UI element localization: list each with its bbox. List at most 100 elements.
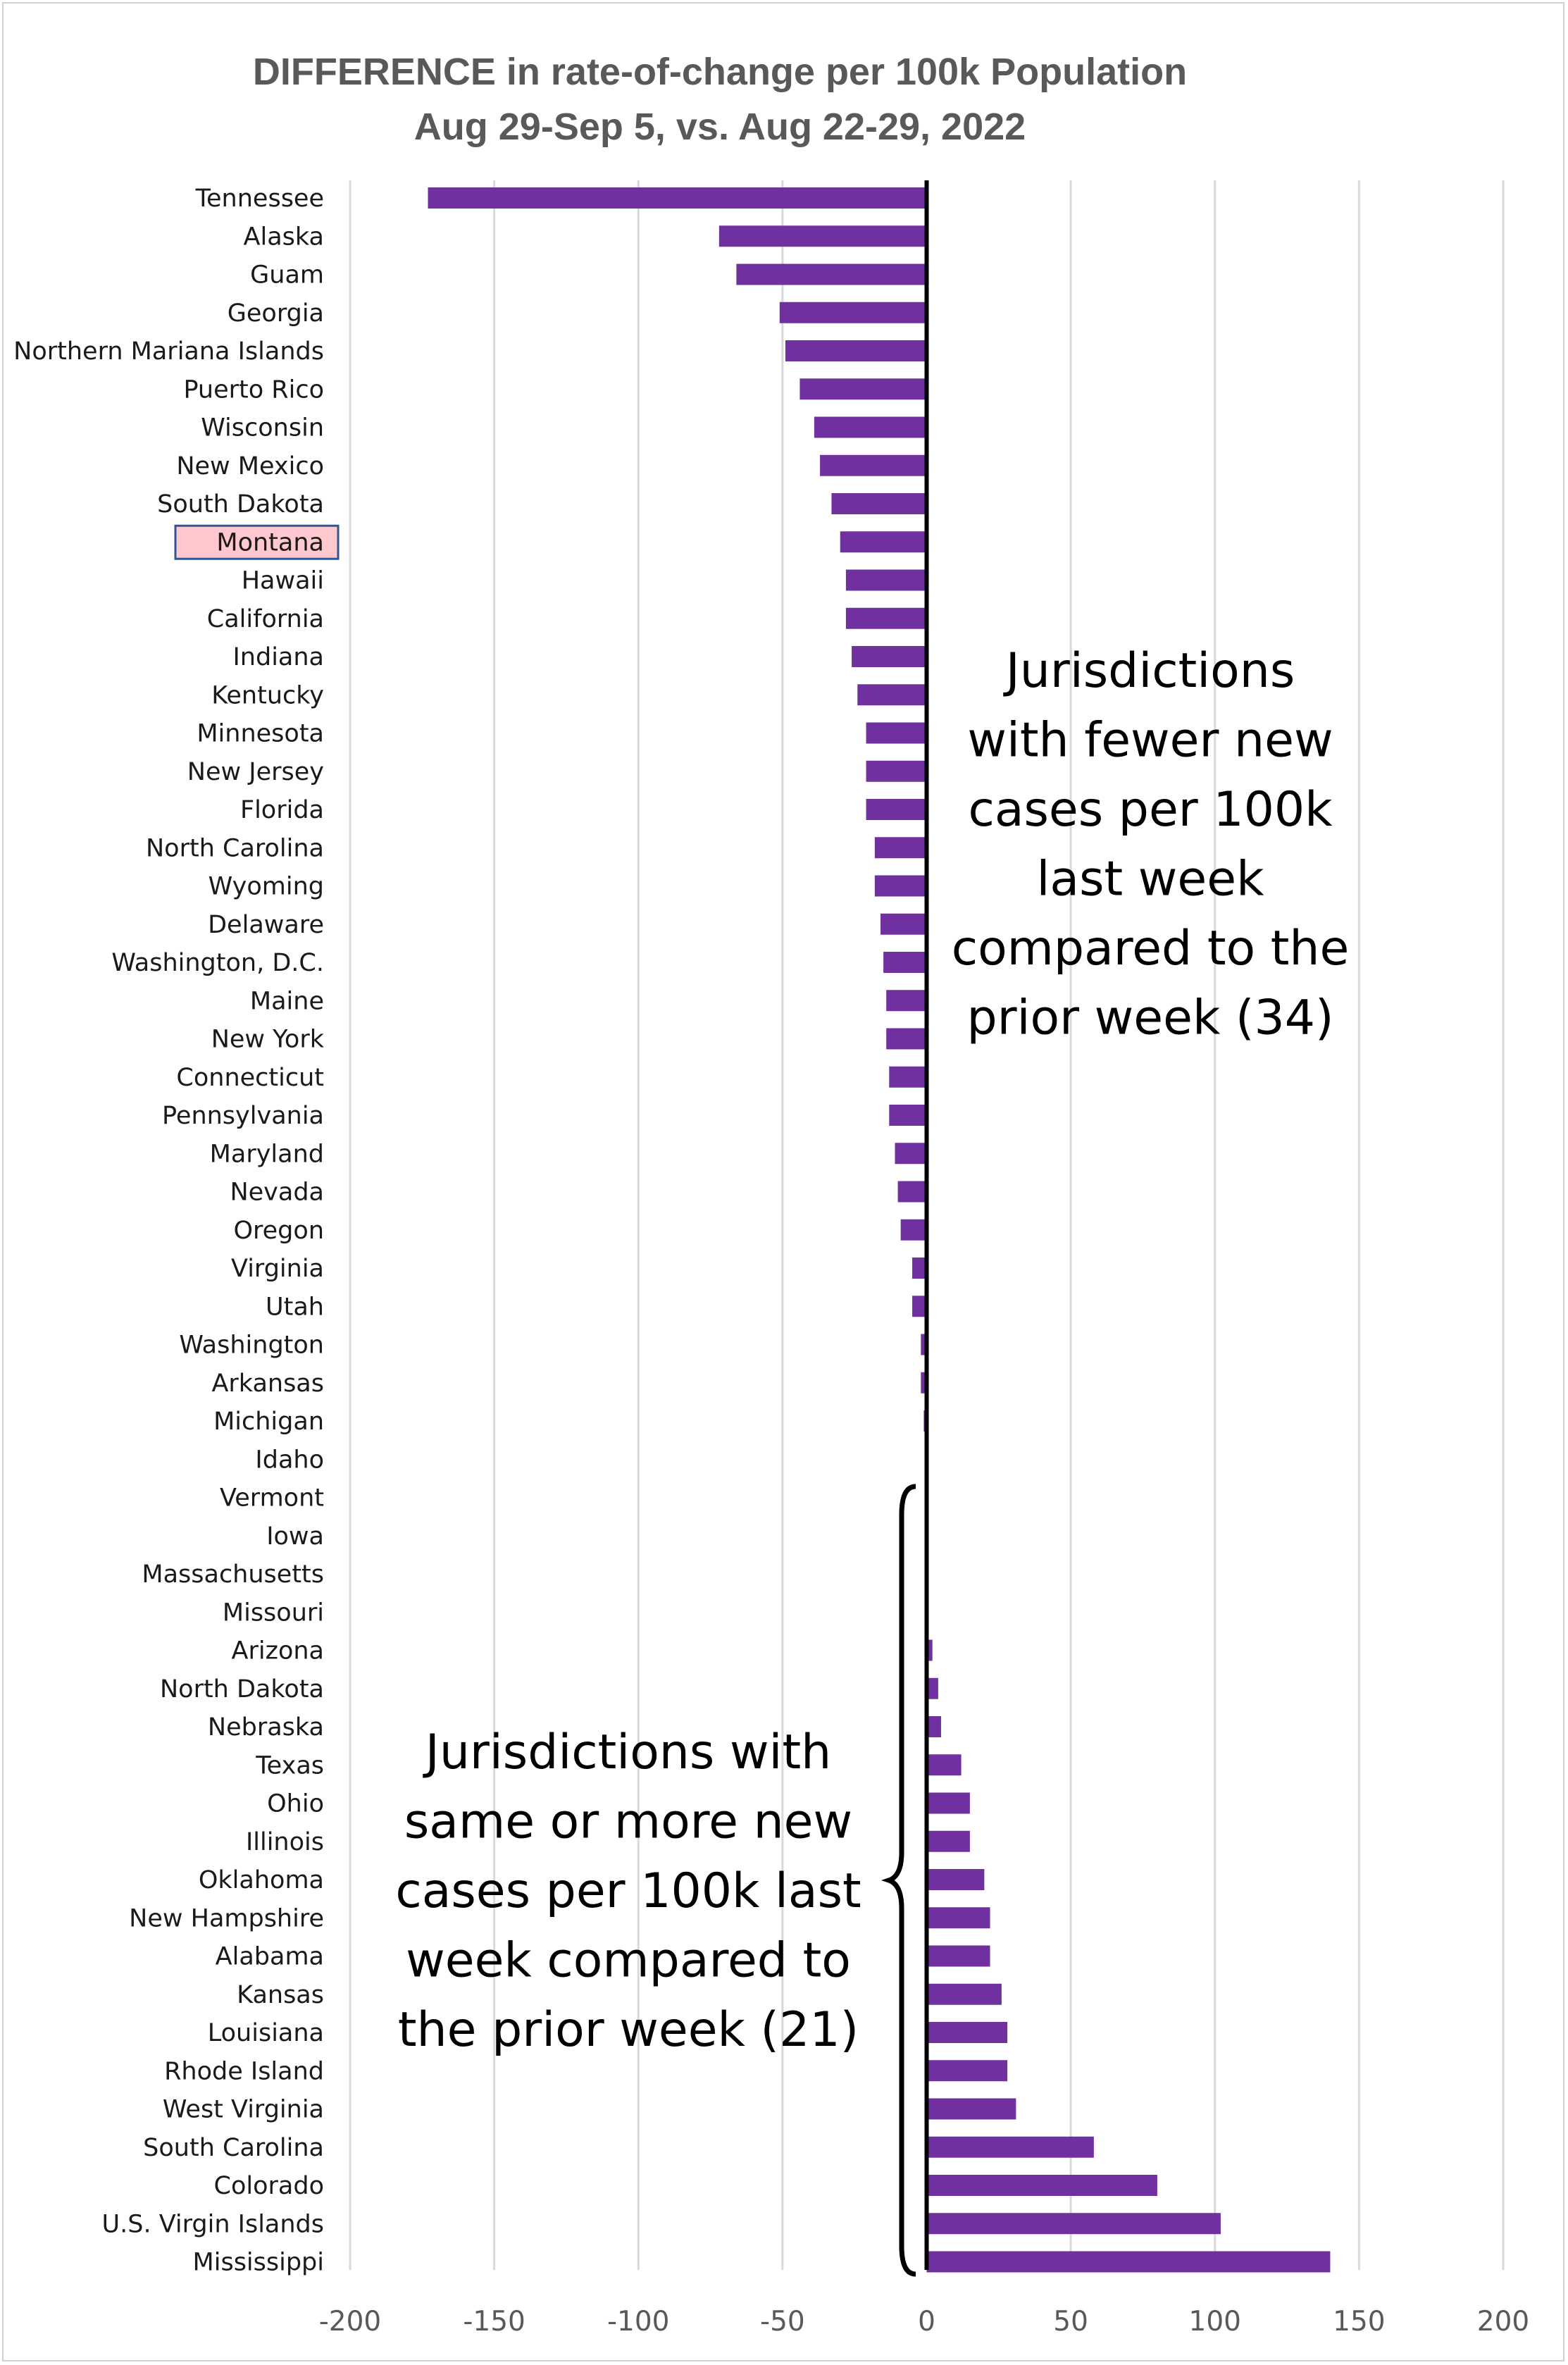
category-label: North Dakota: [160, 1675, 324, 1703]
category-label: Alaska: [244, 223, 324, 251]
x-tick-label: 150: [1333, 2306, 1385, 2338]
category-label: Delaware: [208, 911, 324, 939]
category-label: Arkansas: [211, 1370, 324, 1398]
category-label: Washington: [179, 1332, 324, 1360]
annotation-more-line: week compared to: [406, 1933, 851, 1989]
category-label: Connecticut: [176, 1064, 324, 1092]
bar: [883, 952, 927, 973]
category-label: New Jersey: [187, 758, 324, 786]
bar: [428, 187, 927, 209]
category-label: Minnesota: [197, 720, 324, 748]
highlight-box: [174, 524, 340, 560]
category-label: New York: [211, 1026, 325, 1054]
bar: [926, 1754, 962, 1776]
category-label: Massachusetts: [142, 1560, 324, 1589]
category-label: California: [207, 605, 324, 633]
category-label: Maryland: [210, 1140, 324, 1168]
category-label: Georgia: [228, 299, 324, 328]
category-labels: Tennessee Alaska Guam Georgia Northern Maria…: [13, 185, 325, 2277]
bar: [926, 1983, 1002, 2005]
bar: [895, 1143, 927, 1165]
bar: [886, 1028, 927, 1050]
category-label: Puerto Rico: [183, 375, 324, 404]
category-label: Ohio: [267, 1790, 324, 1818]
category-label: Montana: [216, 528, 324, 557]
x-tick-label: -100: [607, 2306, 670, 2338]
bar: [857, 684, 927, 706]
category-label: West Virginia: [163, 2096, 324, 2124]
bar: [779, 302, 927, 323]
annotation-fewer-line: with fewer new: [967, 713, 1333, 769]
bar: [820, 454, 927, 476]
category-label: Northern Mariana Islands: [13, 337, 324, 366]
bar: [831, 493, 927, 514]
category-label: South Dakota: [157, 490, 324, 519]
annotation-more-line: cases per 100k last: [395, 1863, 861, 1919]
annotation-fewer-line: last week: [1037, 852, 1265, 907]
bar: [799, 378, 927, 400]
chart-subtitle: Aug 29-Sep 5, vs. Aug 22-29, 2022: [414, 106, 1026, 148]
category-label: Wyoming: [209, 873, 324, 901]
category-label: Mississippi: [193, 2249, 324, 2277]
category-label: Nevada: [230, 1179, 324, 1207]
bar: [845, 569, 927, 591]
bar: [926, 1907, 990, 1929]
category-label: Guam: [250, 261, 324, 290]
montana-highlight: [174, 524, 340, 560]
bar: [736, 263, 927, 285]
bar: [926, 2098, 1016, 2120]
category-label: Hawaii: [242, 567, 324, 595]
category-label: Kentucky: [211, 681, 324, 709]
annotation-fewer-line: prior week (34): [966, 991, 1333, 1046]
x-tick-label: 50: [1053, 2306, 1088, 2338]
bar: [886, 990, 927, 1012]
bar: [926, 2213, 1221, 2235]
category-label: Illinois: [246, 1828, 324, 1856]
bars: [428, 180, 1331, 2273]
x-tick-labels: -200 -150 -100 -50 0 50 100 150 200: [319, 2306, 1529, 2338]
bar: [866, 799, 927, 820]
category-label: Pennsylvania: [162, 1102, 324, 1130]
bar: [926, 2251, 1331, 2273]
bar: [921, 1372, 927, 1393]
annotation-more-line: same or more new: [404, 1794, 852, 1850]
category-label: Louisiana: [208, 2019, 324, 2047]
bar: [897, 1181, 927, 1203]
category-label: Arizona: [232, 1637, 324, 1665]
category-label: Maine: [250, 987, 324, 1015]
bar: [874, 875, 927, 897]
bar: [866, 760, 927, 782]
category-label: Oregon: [233, 1217, 324, 1245]
gridlines: [349, 180, 1505, 2270]
category-label: Virginia: [231, 1255, 324, 1283]
category-label: Texas: [255, 1751, 324, 1780]
annotations: Jurisdictions with fewer new cases per 100…: [395, 643, 1349, 2277]
category-label: Florida: [240, 796, 324, 824]
annotation-more-line: Jurisdictions with: [423, 1725, 831, 1780]
category-label: North Carolina: [146, 834, 324, 862]
curly-brace: [881, 1484, 916, 2277]
category-label: Alabama: [216, 1943, 324, 1971]
category-label: Oklahoma: [199, 1866, 324, 1894]
bar: [840, 531, 927, 553]
category-label: Michigan: [213, 1408, 324, 1436]
bar: [926, 1830, 970, 1852]
bar: [814, 416, 927, 438]
bar: [926, 1639, 933, 1661]
category-label: South Carolina: [143, 2134, 324, 2162]
bar: [845, 607, 927, 629]
category-label: Iowa: [266, 1522, 324, 1551]
x-tick-label: -150: [463, 2306, 525, 2338]
x-tick-label: 200: [1477, 2306, 1529, 2338]
bar: [926, 1869, 985, 1890]
x-tick-label: -50: [760, 2306, 805, 2338]
bar: [785, 340, 927, 361]
annotation-fewer-line: Jurisdictions: [1003, 643, 1295, 699]
category-label: Vermont: [220, 1484, 324, 1513]
bar: [926, 1716, 941, 1737]
category-label: New Mexico: [176, 452, 324, 480]
x-tick-label: 0: [918, 2306, 935, 2338]
bar: [718, 225, 927, 247]
